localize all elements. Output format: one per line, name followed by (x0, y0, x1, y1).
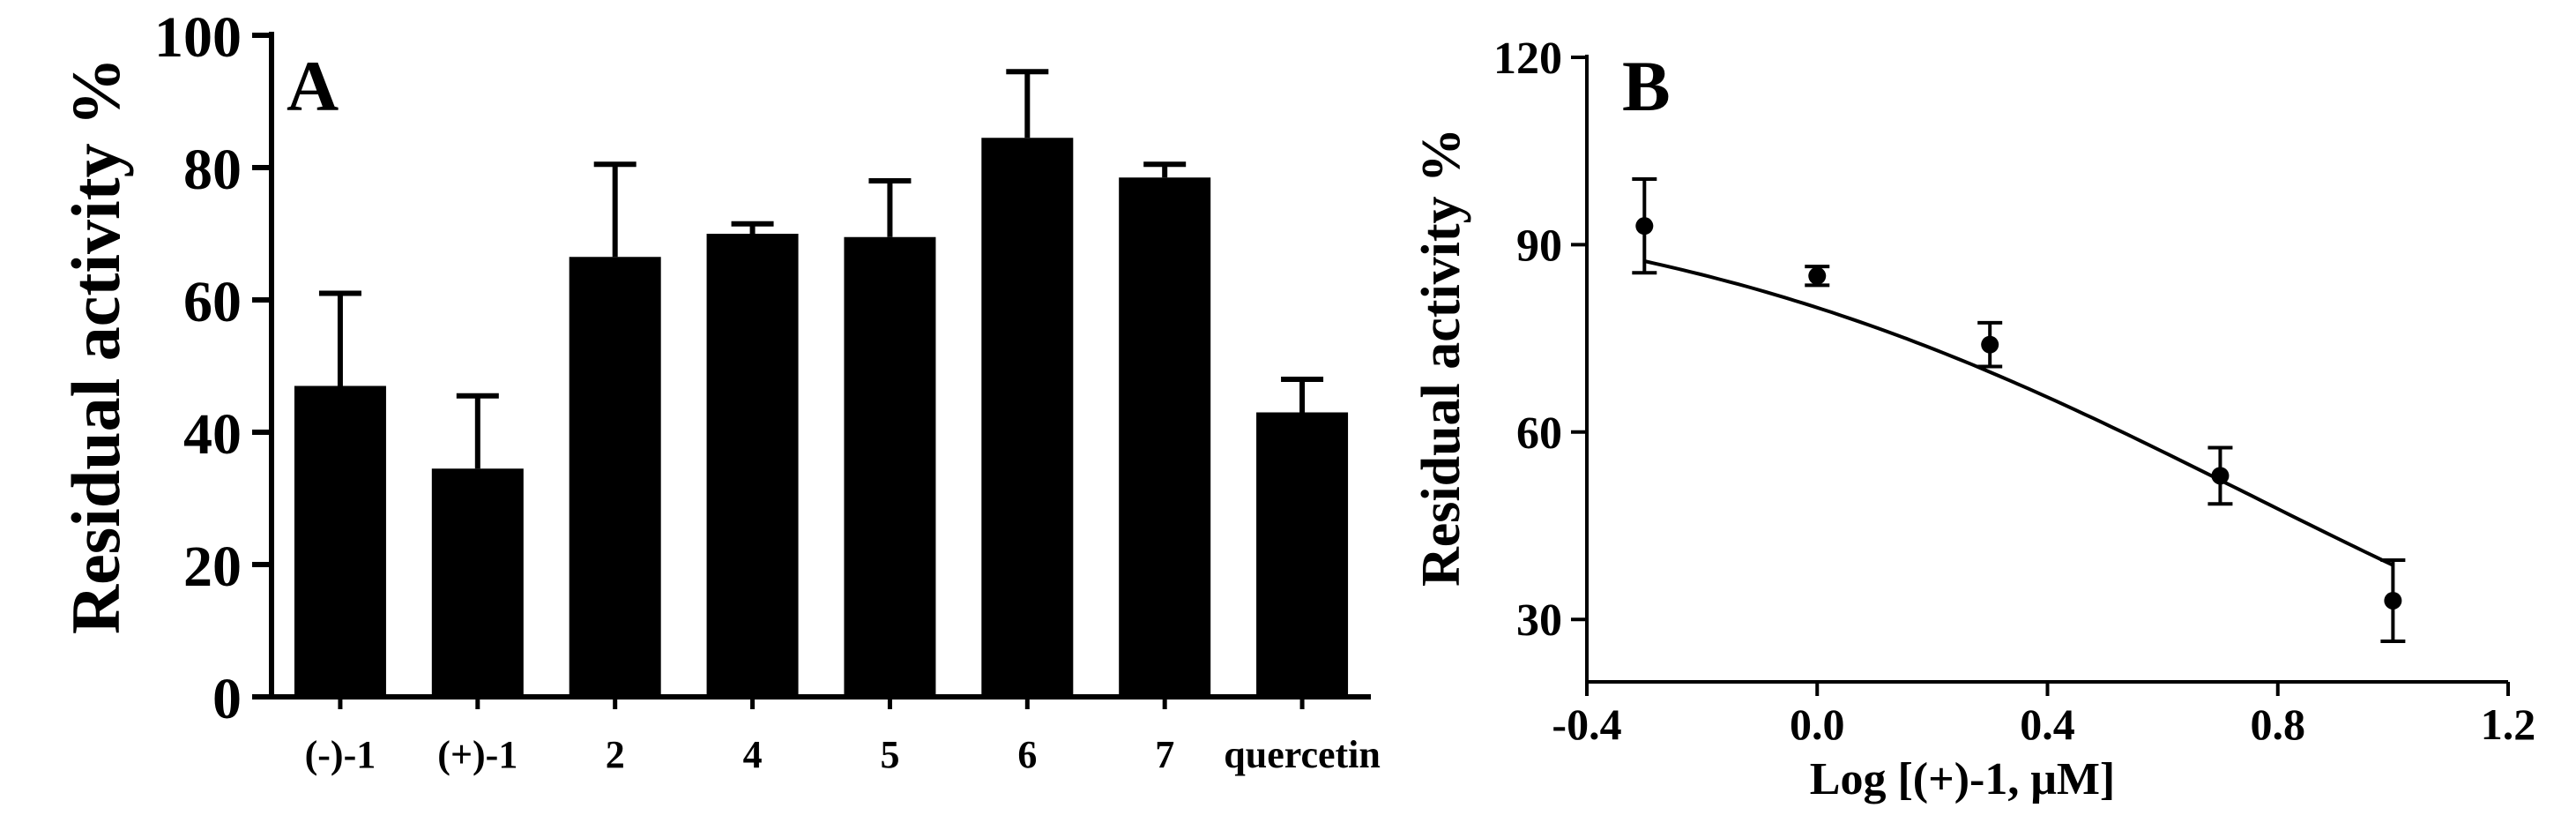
x-tick-label-6: 7 (1155, 733, 1174, 776)
x-tick-label-3: 4 (743, 733, 763, 776)
bar-4 (844, 236, 936, 697)
x-tick-label-0: (-)-1 (305, 733, 376, 776)
bar-7 (1256, 412, 1349, 697)
x-tick-label-4: 5 (880, 733, 899, 776)
x-tick-label-4: 1.2 (2481, 700, 2536, 749)
panel-b-fit-curve (1643, 259, 2394, 567)
x-tick-label-0: -0.4 (1552, 700, 1621, 749)
panel-a-bar-chart: A Residual activity % 0 20 40 60 80 100 (-)-1… (57, 5, 1381, 776)
data-point-4 (2384, 591, 2402, 610)
bar-5 (981, 138, 1074, 697)
panel-a-label: A (287, 46, 339, 126)
x-tick-label-2: 0.4 (2020, 700, 2075, 749)
y-tick-label-0: 30 (1516, 595, 1562, 646)
data-point-2 (1981, 335, 1999, 354)
y-tick-label-3: 60 (183, 270, 242, 334)
panel-b-dose-response-chart: B Residual activity % Log [(+)-1, μM] 30… (1411, 34, 2535, 804)
panel-a-x-ticks: (-)-1 (+)-1 2 4 5 6 7 quercetin (305, 697, 1381, 776)
x-tick-label-5: 6 (1017, 733, 1037, 776)
y-tick-label-2: 90 (1516, 221, 1562, 271)
x-tick-label-2: 2 (606, 733, 625, 776)
panel-a-y-ticks: 0 20 40 60 80 100 (154, 5, 272, 731)
panel-b-x-axis-title: Log [(+)-1, μM] (1810, 754, 2115, 804)
panel-a-axes (269, 32, 1371, 700)
data-point-1 (1808, 266, 1827, 285)
x-tick-label-1: 0.0 (1790, 700, 1845, 749)
panel-b-label: B (1622, 46, 1671, 126)
panel-b-axes (1585, 55, 2508, 685)
x-tick-label-1: (+)-1 (437, 733, 517, 776)
panel-b-error-bars (1632, 177, 2406, 643)
panel-b-y-ticks: 30 60 90 120 (1493, 34, 1587, 646)
data-point-0 (1635, 217, 1654, 236)
bar-6 (1119, 177, 1211, 697)
panel-b-y-axis-title: Residual activity % (1411, 128, 1471, 587)
bar-1 (431, 468, 524, 697)
bar-0 (294, 385, 386, 697)
y-tick-label-3: 120 (1493, 34, 1562, 84)
y-tick-label-1: 20 (183, 535, 242, 599)
panel-a-y-axis-title: Residual activity % (57, 57, 134, 634)
panel-b-data-points (1635, 217, 2402, 610)
x-tick-label-3: 0.8 (2251, 700, 2306, 749)
y-tick-label-5: 100 (154, 5, 242, 70)
fit-curve-line (1643, 259, 2394, 567)
panel-b-x-ticks: -0.4 0.0 0.4 0.8 1.2 (1552, 682, 2535, 749)
y-tick-label-1: 60 (1516, 408, 1562, 459)
y-tick-label-4: 80 (183, 138, 242, 202)
panel-a-bars (294, 138, 1349, 697)
panel-a-error-bars (318, 69, 1324, 469)
data-point-3 (2211, 467, 2230, 485)
x-tick-label-7: quercetin (1224, 733, 1381, 776)
y-tick-label-2: 40 (183, 402, 242, 467)
bar-2 (569, 257, 661, 697)
y-tick-label-0: 0 (212, 667, 242, 731)
bar-3 (706, 234, 799, 697)
